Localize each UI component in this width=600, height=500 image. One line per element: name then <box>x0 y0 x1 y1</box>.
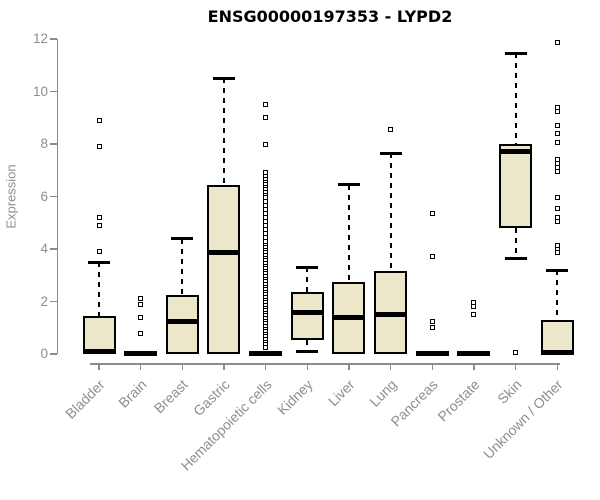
upper-whisker-cap-unknown-other <box>546 268 569 272</box>
upper-whisker-liver <box>347 184 350 282</box>
outlier-lung <box>388 127 394 133</box>
lower-whisker-kidney <box>306 339 309 352</box>
x-tick-breast <box>181 363 184 370</box>
x-tick-kidney <box>306 363 309 370</box>
x-tick-skin <box>514 363 517 370</box>
outlier-hematopoietic-cells <box>263 115 269 121</box>
y-tick-label-0: 0 <box>40 346 48 361</box>
median-brain <box>124 350 158 356</box>
outlier-pancreas <box>429 254 435 260</box>
upper-whisker-cap-skin <box>504 51 527 55</box>
box-kidney <box>290 292 324 340</box>
box-unknown-other <box>540 319 574 354</box>
median-skin <box>499 149 533 155</box>
upper-whisker-cap-bladder <box>88 260 110 264</box>
y-tick <box>49 38 57 40</box>
upper-whisker-gastric <box>222 78 225 185</box>
outlier-prostate <box>471 304 477 310</box>
upper-whisker-cap-liver <box>337 183 360 187</box>
upper-whisker-lung <box>389 153 392 272</box>
y-tick <box>49 248 57 250</box>
outlier-skin <box>513 350 519 356</box>
y-tick <box>49 353 57 355</box>
upper-whisker-breast <box>181 238 184 295</box>
outlier-hematopoietic-cells <box>263 344 269 350</box>
outlier-unknown-other <box>554 205 560 211</box>
outlier-bladder <box>96 215 102 220</box>
x-tick-bladder <box>98 363 100 370</box>
lower-whisker-skin <box>514 228 517 259</box>
upper-whisker-cap-kidney <box>296 265 319 269</box>
x-tick-prostate <box>473 363 475 370</box>
upper-whisker-cap-breast <box>171 237 194 240</box>
y-tick <box>49 195 57 198</box>
outlier-unknown-other <box>554 140 560 146</box>
outlier-bladder <box>96 249 102 255</box>
outlier-unknown-other <box>554 123 560 129</box>
outlier-unknown-other <box>554 108 560 114</box>
y-tick-label-12: 12 <box>32 31 48 46</box>
upper-whisker-cap-lung <box>379 151 402 155</box>
outlier-bladder <box>96 117 102 123</box>
y-tick-label-10: 10 <box>32 83 48 99</box>
upper-whisker-skin <box>514 53 517 144</box>
x-axis-line <box>90 363 560 365</box>
lower-whisker-cap-skin <box>504 256 527 260</box>
outlier-unknown-other <box>554 250 560 256</box>
outlier-pancreas <box>429 318 435 324</box>
y-tick-label-4: 4 <box>40 241 48 256</box>
x-tick-pancreas <box>431 363 434 370</box>
box-bladder <box>82 315 116 354</box>
outlier-brain <box>138 314 144 320</box>
y-tick <box>49 90 57 93</box>
x-tick-liver <box>348 363 350 370</box>
outlier-brain <box>138 330 144 336</box>
median-breast <box>165 318 199 324</box>
median-kidney <box>290 309 324 315</box>
upper-whisker-kidney <box>306 267 309 293</box>
outlier-brain <box>138 301 144 307</box>
y-axis-line <box>56 39 58 354</box>
outlier-unknown-other <box>554 195 560 201</box>
median-gastric <box>207 250 241 256</box>
x-tick-hematopoietic-cells <box>264 363 267 370</box>
box-breast <box>165 294 199 354</box>
chart-title: ENSG00000197353 - LYPD2 <box>207 7 453 26</box>
median-bladder <box>82 349 116 355</box>
median-pancreas <box>415 350 449 356</box>
box-gastric <box>207 184 241 354</box>
x-tick-brain <box>139 363 142 370</box>
x-tick-lung <box>389 363 392 370</box>
outlier-pancreas <box>429 325 435 331</box>
y-tick-label-8: 8 <box>40 136 48 151</box>
median-lung <box>374 312 408 318</box>
outlier-unknown-other <box>554 40 560 46</box>
outlier-pancreas <box>429 211 435 217</box>
outlier-bladder <box>96 144 102 150</box>
y-tick-label-6: 6 <box>40 188 48 204</box>
x-tick-unknown-other <box>556 363 558 370</box>
x-tick-gastric <box>223 363 225 370</box>
outlier-unknown-other <box>554 218 560 224</box>
median-hematopoietic-cells <box>249 350 283 356</box>
outlier-brain <box>138 296 144 302</box>
upper-whisker-unknown-other <box>556 270 559 320</box>
y-tick <box>49 143 57 145</box>
lower-whisker-cap-kidney <box>296 350 319 354</box>
outlier-bladder <box>96 222 102 228</box>
upper-whisker-cap-gastric <box>212 76 235 80</box>
outlier-hematopoietic-cells <box>263 141 269 147</box>
outlier-prostate <box>471 312 477 318</box>
y-tick-label-2: 2 <box>40 293 48 309</box>
median-unknown-other <box>540 349 574 355</box>
outlier-unknown-other <box>554 131 560 136</box>
y-tick <box>49 300 57 303</box>
median-prostate <box>457 350 491 356</box>
outlier-unknown-other <box>554 169 560 175</box>
box-skin <box>499 144 533 228</box>
outlier-hematopoietic-cells <box>263 102 269 108</box>
median-liver <box>332 314 366 320</box>
upper-whisker-bladder <box>98 262 100 316</box>
